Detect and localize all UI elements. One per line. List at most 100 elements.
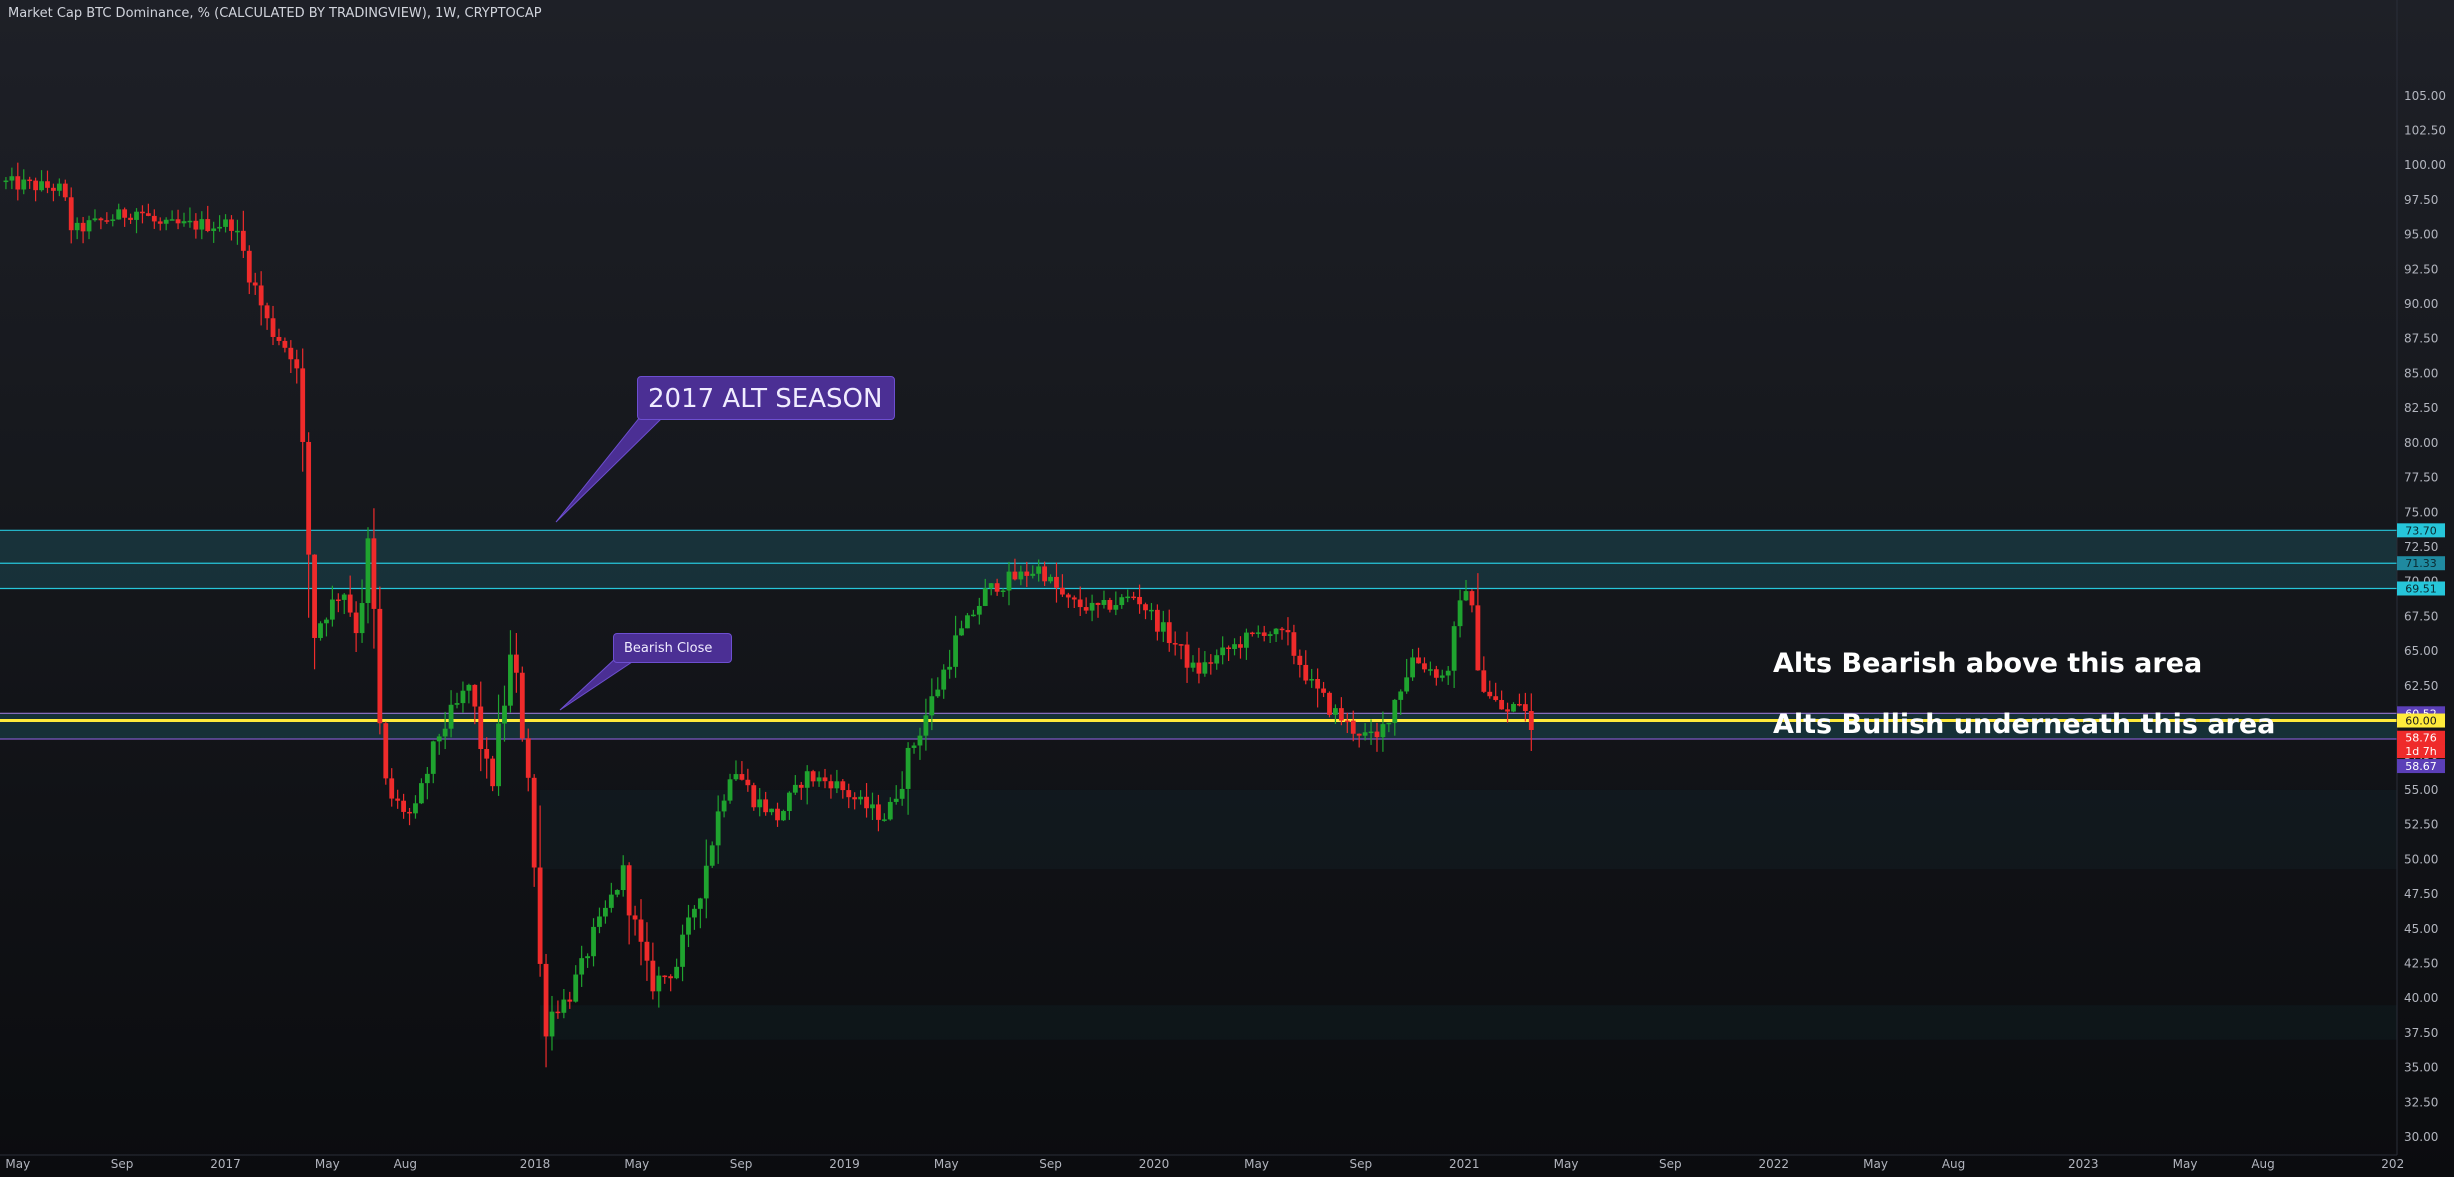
candle-body xyxy=(650,960,656,992)
candle-body xyxy=(1054,576,1059,588)
x-tick-label: 202 xyxy=(2381,1157,2404,1171)
candle-body xyxy=(959,628,964,636)
y-tick-label: 87.50 xyxy=(2404,332,2438,346)
bearish-close-label[interactable]: Bearish Close xyxy=(613,633,732,663)
time-axis[interactable]: May Sep 2017 May Aug 2018 May Sep 2019 May Sep 2020… xyxy=(0,1154,2404,1171)
chart-title: Market Cap BTC Dominance, % (CALCULATED … xyxy=(8,6,542,21)
candle-body xyxy=(217,226,223,229)
candle-body xyxy=(163,219,169,224)
bearish-close-pointer xyxy=(559,656,634,711)
candle-body xyxy=(543,963,549,1037)
candle-body xyxy=(632,915,638,920)
candle-body xyxy=(45,181,50,188)
candle-body xyxy=(929,696,935,716)
candle-body xyxy=(1095,602,1101,605)
zone-band xyxy=(0,713,2397,739)
candle-body xyxy=(1125,596,1131,599)
candle-body xyxy=(1244,632,1249,648)
candle-body xyxy=(466,684,472,691)
candle-body xyxy=(395,798,401,801)
candle-body xyxy=(460,690,466,704)
candle-body xyxy=(864,796,869,809)
candle-body xyxy=(300,368,306,442)
candle-body xyxy=(383,723,389,779)
candle-body xyxy=(252,282,258,286)
y-tick-label: 32.50 xyxy=(2404,1095,2438,1109)
candle-body xyxy=(211,228,217,231)
candle-body xyxy=(1232,644,1237,650)
candle-body xyxy=(1451,626,1457,671)
candle-body xyxy=(21,179,27,190)
candle-body xyxy=(786,792,792,812)
candle-body xyxy=(1190,662,1196,668)
candle-body xyxy=(98,218,104,221)
candle-body xyxy=(881,819,887,821)
candle-body xyxy=(1000,590,1006,592)
alts-bullish-text[interactable]: Alts Bullish underneath this area xyxy=(1773,709,2276,740)
x-tick-label: 2023 xyxy=(2068,1157,2099,1171)
candle-body xyxy=(1457,600,1463,627)
candle-body xyxy=(264,305,270,319)
candle-body xyxy=(870,804,875,809)
candle-body xyxy=(389,778,395,799)
y-tick-label: 30.00 xyxy=(2404,1130,2438,1144)
candle-body xyxy=(502,705,507,724)
price-tag-bg xyxy=(2397,730,2445,745)
y-tick-label: 65.00 xyxy=(2404,644,2438,658)
candle-body xyxy=(638,919,644,942)
candle-body xyxy=(531,777,537,868)
alt-season-label[interactable]: 2017 ALT SEASON xyxy=(637,376,895,420)
candle-body xyxy=(988,583,994,589)
candle-body xyxy=(1321,688,1326,693)
candle-body xyxy=(1445,670,1451,676)
candle-body xyxy=(1042,566,1048,582)
candle-body xyxy=(359,603,365,634)
candle-body xyxy=(804,771,810,788)
candle-body xyxy=(828,781,834,789)
price-tag-bg xyxy=(2397,713,2445,728)
price-tag: 58.67 xyxy=(2397,759,2445,774)
candle-body xyxy=(1528,711,1534,731)
x-tick-label: 2020 xyxy=(1139,1157,1170,1171)
candle-body xyxy=(51,187,56,191)
candle-body xyxy=(122,209,128,218)
candle-body xyxy=(1398,691,1404,700)
y-tick-label: 55.00 xyxy=(2404,783,2438,797)
candle-body xyxy=(1439,675,1445,678)
y-tick-label: 47.50 xyxy=(2404,887,2438,901)
candle-body xyxy=(1511,704,1516,712)
alts-bearish-text[interactable]: Alts Bearish above this area xyxy=(1773,648,2203,679)
candle-body xyxy=(876,804,881,820)
candle-body xyxy=(1012,571,1018,580)
candle-body xyxy=(970,614,976,617)
candle-body xyxy=(104,220,110,222)
y-tick-label: 50.00 xyxy=(2404,852,2438,866)
candle-body xyxy=(401,800,406,812)
candle-body xyxy=(1202,662,1208,674)
candle-body xyxy=(620,865,626,891)
candle-body xyxy=(923,715,929,736)
candle-body xyxy=(86,220,92,232)
candle-body xyxy=(508,654,513,706)
candle-body xyxy=(525,738,531,778)
candle-body xyxy=(697,898,703,909)
candle-body xyxy=(1089,602,1095,611)
price-tag-bg xyxy=(2397,556,2445,571)
candle-body xyxy=(1249,632,1255,635)
candle-body xyxy=(703,865,709,899)
candle-body xyxy=(1030,573,1036,576)
candle-body xyxy=(585,956,590,959)
candle-body xyxy=(591,926,596,957)
candle-body xyxy=(674,966,680,979)
y-tick-label: 37.50 xyxy=(2404,1026,2438,1040)
candle-body xyxy=(1119,597,1125,606)
candle-body xyxy=(1018,571,1024,580)
y-tick-label: 102.50 xyxy=(2404,124,2446,138)
candle-body xyxy=(282,340,288,348)
candle-body xyxy=(1208,662,1214,664)
candle-body xyxy=(994,583,1000,592)
candle-body xyxy=(1303,664,1309,681)
price-axis[interactable]: 30.00 32.50 35.00 37.50 40.00 42.50 45.00 47.50… xyxy=(2396,0,2446,1155)
